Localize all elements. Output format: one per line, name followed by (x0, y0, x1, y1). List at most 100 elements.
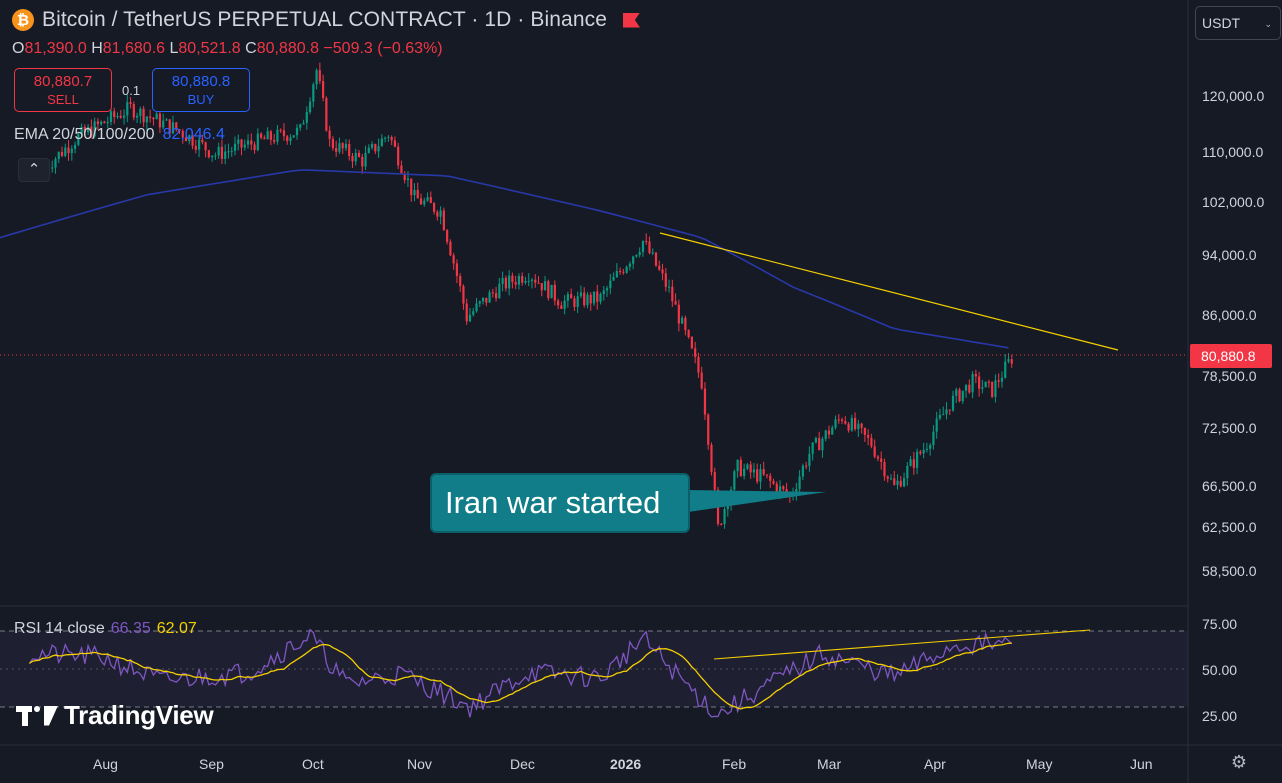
candle-body[interactable] (795, 488, 798, 494)
candle-body[interactable] (736, 459, 739, 472)
candle-body[interactable] (207, 150, 210, 158)
candle-body[interactable] (449, 241, 452, 256)
candle-body[interactable] (230, 150, 233, 152)
candle-body[interactable] (135, 115, 139, 118)
candle-body[interactable] (756, 469, 759, 482)
candle-body[interactable] (259, 133, 263, 138)
candle-body[interactable] (775, 483, 778, 494)
candle-body[interactable] (158, 113, 162, 128)
candle-body[interactable] (299, 124, 302, 128)
candle-body[interactable] (436, 211, 439, 217)
candle-body[interactable] (964, 384, 968, 391)
candle-body[interactable] (824, 430, 827, 439)
candle-body[interactable] (550, 284, 553, 299)
candle-body[interactable] (661, 269, 664, 274)
candle-body[interactable] (733, 471, 736, 490)
candle-body[interactable] (400, 165, 403, 174)
candle-body[interactable] (77, 133, 80, 145)
candle-body[interactable] (703, 388, 707, 415)
candle-body[interactable] (945, 409, 948, 415)
candle-body[interactable] (403, 173, 406, 181)
candle-body[interactable] (840, 419, 844, 422)
candle-body[interactable] (573, 298, 576, 307)
tradingview-logo[interactable]: TradingView (16, 700, 214, 731)
candle-body[interactable] (968, 384, 971, 393)
candle-body[interactable] (687, 330, 690, 338)
candle-body[interactable] (256, 133, 259, 151)
candle-body[interactable] (765, 474, 769, 476)
candle-body[interactable] (899, 480, 902, 487)
candle-body[interactable] (318, 70, 321, 82)
candle-body[interactable] (344, 143, 348, 149)
candle-body[interactable] (896, 480, 899, 485)
candle-body[interactable] (707, 414, 710, 445)
candle-body[interactable] (455, 263, 459, 277)
candle-body[interactable] (423, 200, 426, 205)
candle-body[interactable] (83, 126, 86, 133)
candle-body[interactable] (494, 293, 498, 299)
candle-body[interactable] (997, 380, 1000, 382)
candle-body[interactable] (416, 189, 419, 199)
candle-body[interactable] (664, 273, 667, 287)
candle-body[interactable] (459, 276, 462, 287)
candle-body[interactable] (984, 381, 987, 388)
candle-body[interactable] (628, 263, 632, 267)
settings-gear-icon[interactable]: ⚙ (1230, 752, 1248, 772)
candle-body[interactable] (511, 275, 514, 283)
candle-body[interactable] (57, 151, 60, 160)
candle-body[interactable] (667, 286, 671, 288)
candle-body[interactable] (521, 275, 524, 283)
candle-body[interactable] (269, 131, 272, 140)
candle-body[interactable] (129, 102, 132, 105)
candle-body[interactable] (393, 140, 397, 147)
candle-body[interactable] (119, 115, 122, 118)
candle-body[interactable] (834, 419, 837, 428)
price-trendline[interactable] (659, 232, 1119, 351)
candle-body[interactable] (641, 240, 645, 253)
candle-body[interactable] (246, 140, 250, 145)
price-axis[interactable]: 120,000.0 110,000.0 102,000.0 94,000.0 8… (1202, 88, 1264, 579)
candle-body[interactable] (694, 348, 697, 357)
candle-body[interactable] (599, 294, 602, 302)
candle-body[interactable] (109, 111, 113, 122)
candle-body[interactable] (625, 266, 628, 273)
candle-body[interactable] (749, 464, 752, 473)
candle-body[interactable] (681, 317, 684, 324)
candle-body[interactable] (556, 300, 560, 306)
candle-body[interactable] (850, 418, 853, 431)
candle-body[interactable] (184, 137, 188, 142)
candle-body[interactable] (958, 389, 961, 402)
candle-body[interactable] (955, 389, 958, 396)
candle-body[interactable] (224, 151, 227, 159)
candle-body[interactable] (446, 230, 449, 242)
time-axis[interactable]: Aug Sep Oct Nov Dec 2026 Feb Mar Apr May… (93, 756, 1153, 772)
candle-body[interactable] (475, 303, 478, 312)
candle-body[interactable] (902, 478, 906, 487)
candle-body[interactable] (929, 445, 932, 449)
candle-body[interactable] (605, 288, 609, 291)
candle-body[interactable] (919, 451, 922, 454)
candle-body[interactable] (808, 453, 811, 466)
candle-body[interactable] (116, 115, 119, 117)
candle-body[interactable] (253, 144, 256, 151)
candle-body[interactable] (886, 476, 889, 479)
candle-body[interactable] (194, 145, 197, 150)
candle-body[interactable] (328, 130, 331, 139)
candle-body[interactable] (576, 296, 579, 307)
candle-body[interactable] (769, 475, 772, 481)
candle-body[interactable] (746, 464, 749, 469)
candle-body[interactable] (171, 122, 175, 134)
candle-body[interactable] (419, 198, 423, 205)
candle-body[interactable] (240, 139, 243, 148)
candle-body[interactable] (220, 146, 224, 159)
candle-body[interactable] (563, 300, 566, 309)
candle-body[interactable] (811, 442, 814, 454)
candle-body[interactable] (60, 151, 64, 156)
candle-body[interactable] (759, 469, 762, 482)
candle-body[interactable] (201, 139, 204, 143)
candle-body[interactable] (831, 427, 834, 435)
candle-body[interactable] (413, 189, 416, 196)
candle-body[interactable] (801, 465, 804, 477)
candle-body[interactable] (700, 372, 703, 389)
